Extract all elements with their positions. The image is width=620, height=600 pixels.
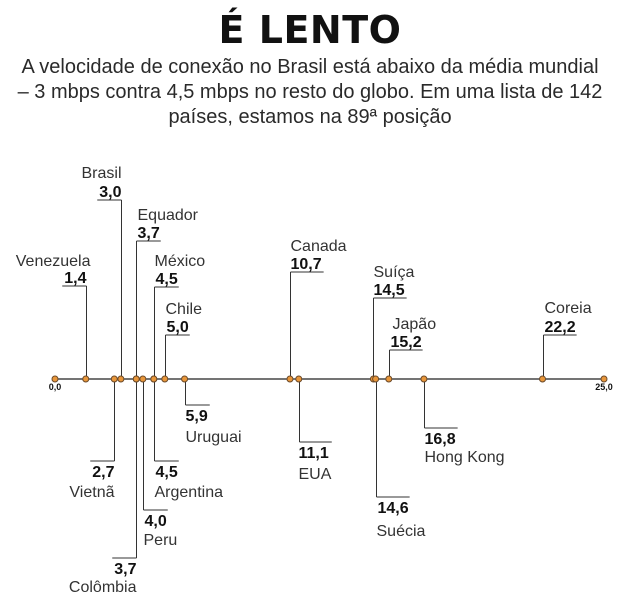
country-label-suecia: Suécia: [377, 523, 426, 540]
data-point-venezuela: [82, 375, 90, 383]
value-label-argentina: 4,5: [156, 464, 178, 481]
country-label-peru: Peru: [144, 532, 178, 549]
chart-title: É LENTO: [218, 8, 402, 52]
value-label-eua: 11,1: [299, 445, 329, 462]
axis-end-dot: [600, 375, 608, 383]
value-label-equador: 3,7: [138, 225, 160, 242]
value-label-canada: 10,7: [291, 256, 322, 273]
chart-subtitle: A velocidade de conexão no Brasil está a…: [17, 56, 603, 128]
value-label-suecia: 14,6: [378, 500, 409, 517]
country-label-japao: Japão: [393, 316, 437, 333]
country-label-argentina: Argentina: [155, 484, 224, 501]
data-point-brasil: [117, 375, 125, 383]
country-label-vietna: Vietnã: [69, 484, 114, 501]
data-point-uruguai: [181, 375, 189, 383]
value-label-venezuela: 1,4: [64, 270, 86, 287]
data-point-argentina: [150, 375, 158, 383]
country-label-brasil: Brasil: [81, 165, 121, 182]
country-label-venezuela: Venezuela: [16, 253, 91, 270]
data-point-peru: [139, 375, 147, 383]
country-label-suica: Suíça: [374, 264, 415, 281]
country-label-mexico: México: [155, 253, 206, 270]
country-label-colombia: Colômbia: [69, 579, 137, 596]
value-label-chile: 5,0: [167, 319, 189, 336]
value-label-hong-kong: 16,8: [425, 431, 456, 448]
value-label-colombia: 3,7: [114, 561, 136, 578]
value-label-brasil: 3,0: [99, 184, 121, 201]
axis-end-label: 0,0: [49, 382, 62, 392]
data-point-eua: [295, 375, 303, 383]
country-label-canada: Canada: [291, 238, 347, 255]
value-label-vietna: 2,7: [92, 464, 114, 481]
axis-end-dot: [51, 375, 59, 383]
country-label-uruguai: Uruguai: [186, 429, 242, 446]
value-label-uruguai: 5,9: [186, 408, 208, 425]
data-point-suecia: [372, 375, 380, 383]
value-label-coreia: 22,2: [545, 319, 576, 336]
value-label-japao: 15,2: [391, 334, 422, 351]
value-label-mexico: 4,5: [156, 271, 178, 288]
data-point-japao: [385, 375, 393, 383]
data-point-canada: [286, 375, 294, 383]
country-label-eua: EUA: [299, 466, 332, 483]
country-label-hong-kong: Hong Kong: [425, 449, 505, 466]
data-point-chile: [161, 375, 169, 383]
country-label-coreia: Coreia: [545, 300, 592, 317]
value-label-peru: 4,0: [145, 513, 167, 530]
country-label-equador: Equador: [138, 207, 199, 224]
value-label-suica: 14,5: [374, 282, 405, 299]
data-point-vietna: [110, 375, 118, 383]
axis-end-label: 25,0: [595, 382, 613, 392]
country-label-chile: Chile: [166, 301, 203, 318]
data-point-hong-kong: [420, 375, 428, 383]
data-point-coreia: [539, 375, 547, 383]
data-point-colombia: [132, 375, 140, 383]
